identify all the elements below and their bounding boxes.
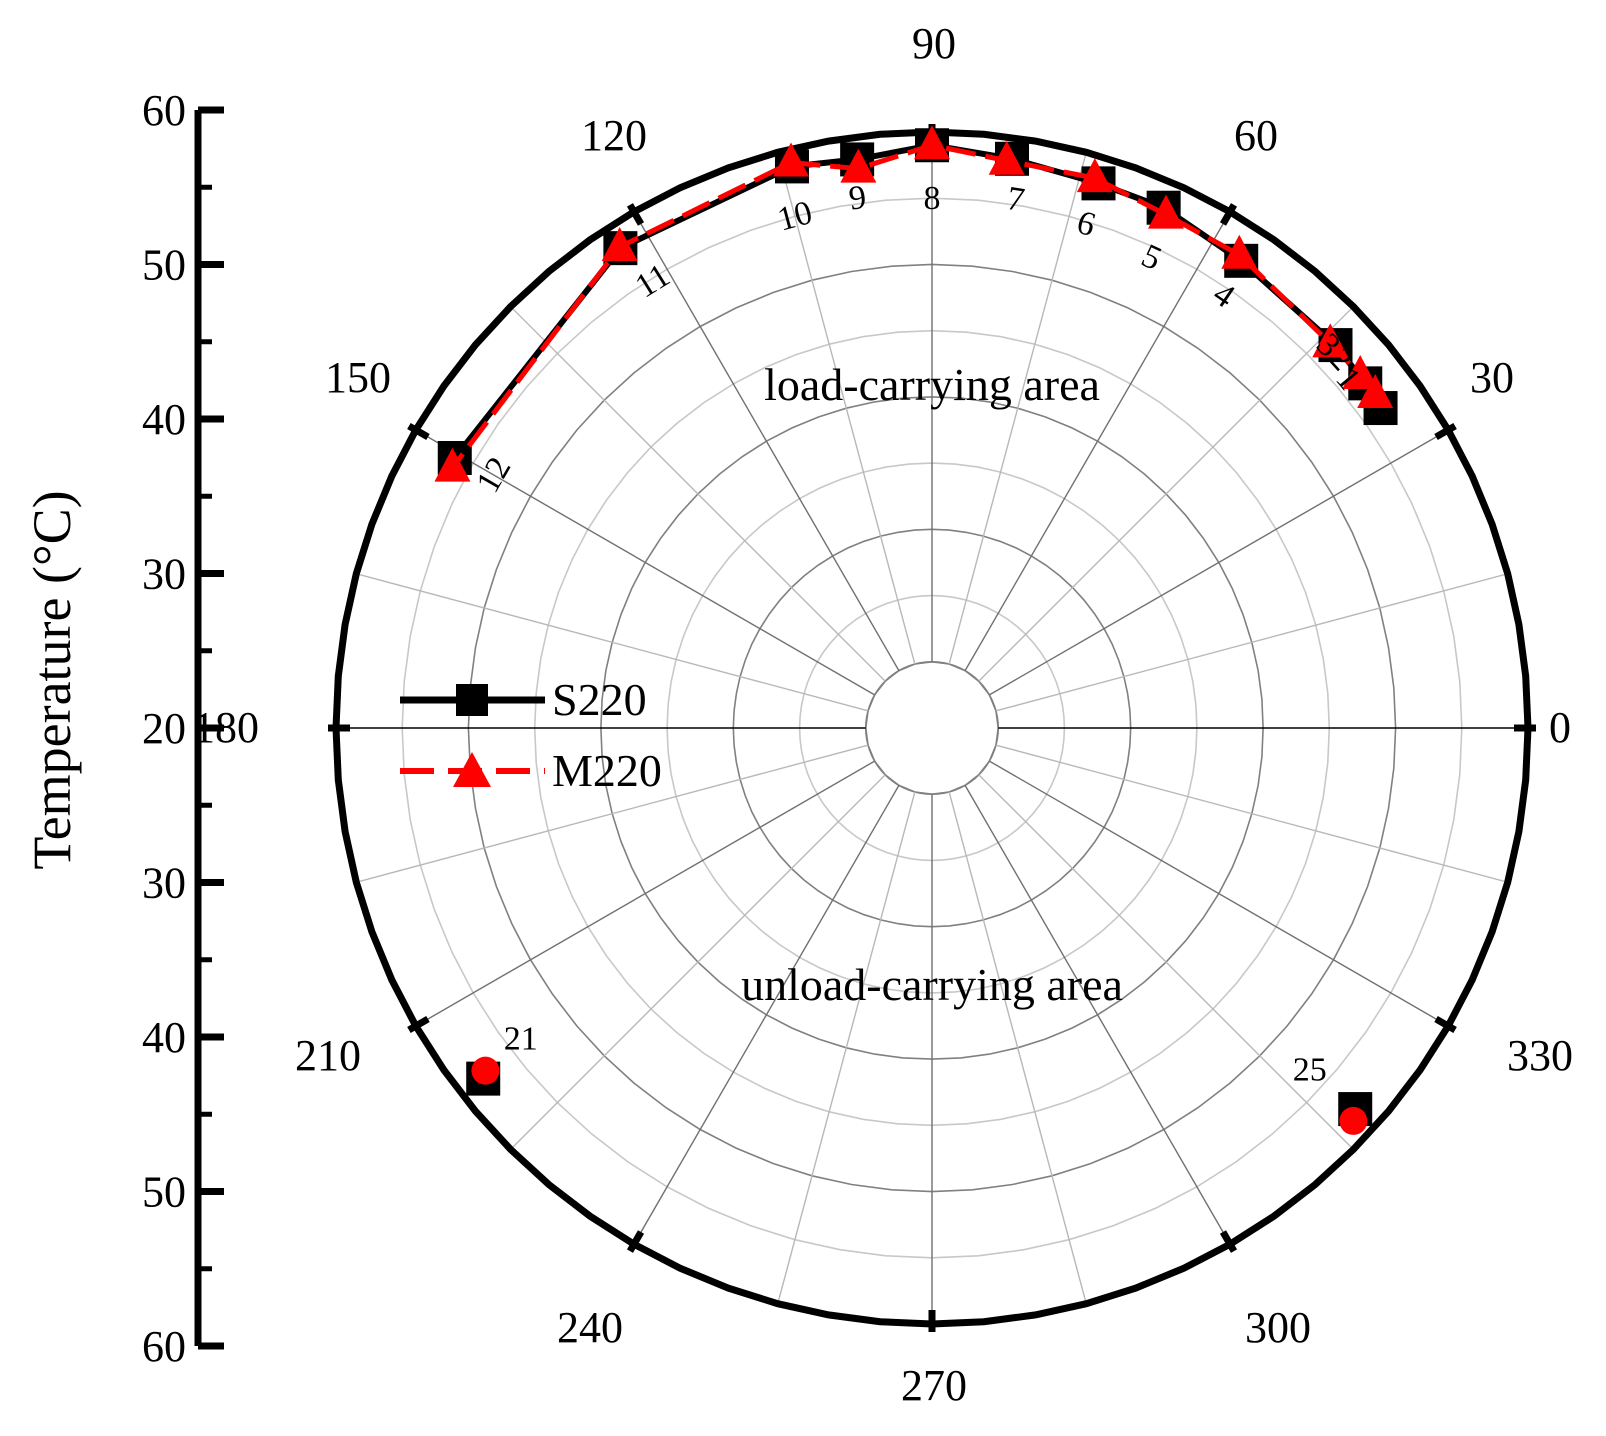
grid-spoke bbox=[415, 760, 875, 1027]
point-label-25: 25 bbox=[1293, 1051, 1327, 1088]
point-M220 bbox=[1147, 194, 1184, 229]
grid-spoke bbox=[356, 573, 869, 712]
temperature-tick-label: 50 bbox=[142, 241, 186, 290]
temperature-tick-label: 60 bbox=[142, 1322, 186, 1371]
point-M220 bbox=[601, 227, 638, 262]
temperature-tick-label: 30 bbox=[142, 550, 186, 599]
grid-ring-inner bbox=[864, 660, 1000, 796]
point-M220 bbox=[988, 140, 1025, 175]
point-M220 bbox=[1076, 158, 1113, 193]
point-label-10: 10 bbox=[774, 194, 816, 239]
angle-label-0: 0 bbox=[1549, 703, 1571, 752]
grid-spoke bbox=[415, 429, 875, 696]
angle-tick bbox=[407, 422, 430, 441]
grid-spoke bbox=[964, 211, 1231, 671]
polar-frame bbox=[328, 124, 1536, 1332]
point-M220 bbox=[1339, 1106, 1368, 1135]
temperature-tick-label: 50 bbox=[142, 1168, 186, 1217]
grid-spoke bbox=[995, 573, 1508, 712]
angle-label-30: 30 bbox=[1470, 353, 1514, 402]
point-M220 bbox=[434, 447, 471, 482]
grid-spoke bbox=[510, 774, 886, 1150]
legend-m220-label: M220 bbox=[552, 745, 662, 796]
grid-spoke bbox=[995, 744, 1508, 883]
angle-label-150: 150 bbox=[325, 353, 391, 402]
legend: S220 M220 bbox=[400, 674, 662, 796]
angle-tick bbox=[1434, 1015, 1457, 1034]
legend-s220-marker bbox=[456, 684, 488, 716]
y-axis-title: Temperature (°C) bbox=[22, 490, 82, 869]
load-carrying-area-label: load-carrying area bbox=[764, 359, 1100, 410]
angle-label-300: 300 bbox=[1245, 1303, 1311, 1352]
point-M220 bbox=[1357, 374, 1394, 409]
legend-m220-marker bbox=[453, 752, 491, 787]
point-M220 bbox=[1342, 355, 1379, 390]
angle-label-180: 180 bbox=[193, 703, 259, 752]
point-label-5: 5 bbox=[1136, 237, 1167, 278]
point-M220 bbox=[471, 1056, 500, 1085]
series-line-M220 bbox=[450, 142, 1378, 470]
grid-spoke bbox=[948, 791, 1087, 1304]
grid-spoke bbox=[356, 744, 869, 883]
angle-tick bbox=[1434, 422, 1457, 441]
point-M220 bbox=[840, 148, 877, 183]
angle-label-270: 270 bbox=[901, 1361, 967, 1410]
angle-label-60: 60 bbox=[1234, 111, 1278, 160]
angle-tick bbox=[407, 1015, 430, 1034]
grid-spoke bbox=[978, 306, 1354, 682]
polar-grid bbox=[336, 132, 1528, 1324]
angle-tick bbox=[1219, 203, 1238, 226]
unload-carrying-area-label: unload-carrying area bbox=[741, 959, 1123, 1010]
angle-tick-labels: 0 30 60 90 120 150 180 210 240 270 300 330 bbox=[193, 19, 1573, 1410]
legend-s220-label: S220 bbox=[552, 674, 647, 725]
point-label-4: 4 bbox=[1206, 275, 1241, 315]
temperature-axis: 60 50 40 30 20 30 40 50 60 bbox=[142, 86, 224, 1371]
grid-spoke bbox=[964, 785, 1231, 1245]
grid-spoke bbox=[989, 760, 1449, 1027]
point-label-7: 7 bbox=[1004, 180, 1027, 219]
grid-spoke bbox=[777, 152, 916, 665]
grid-spoke bbox=[633, 211, 900, 671]
angle-label-330: 330 bbox=[1507, 1031, 1573, 1080]
angle-label-240: 240 bbox=[557, 1303, 623, 1352]
grid-spoke bbox=[510, 306, 886, 682]
temperature-tick-label: 20 bbox=[142, 704, 186, 753]
temperature-tick-label: 40 bbox=[142, 395, 186, 444]
point-label-8: 8 bbox=[924, 180, 941, 217]
point-M220 bbox=[773, 142, 810, 177]
temperature-tick-label: 40 bbox=[142, 1013, 186, 1062]
point-M220 bbox=[1312, 323, 1349, 358]
temperature-tick-label: 30 bbox=[142, 859, 186, 908]
grid-spoke bbox=[989, 429, 1449, 696]
angle-label-120: 120 bbox=[581, 111, 647, 160]
grid-spoke bbox=[633, 785, 900, 1245]
angle-label-210: 210 bbox=[295, 1031, 361, 1080]
temperature-tick-label: 60 bbox=[142, 86, 186, 135]
grid-spoke bbox=[777, 791, 916, 1304]
point-label-9: 9 bbox=[847, 179, 869, 218]
grid-spoke bbox=[948, 152, 1087, 665]
grid-spoke bbox=[978, 774, 1354, 1150]
angle-tick bbox=[1219, 1230, 1238, 1253]
point-label-21: 21 bbox=[504, 1020, 538, 1057]
angle-tick bbox=[626, 1230, 645, 1253]
point-M220 bbox=[1221, 234, 1258, 269]
series-layer bbox=[434, 125, 1398, 1135]
angle-tick bbox=[626, 203, 645, 226]
point-M220 bbox=[914, 125, 950, 160]
angle-label-90: 90 bbox=[912, 19, 956, 68]
